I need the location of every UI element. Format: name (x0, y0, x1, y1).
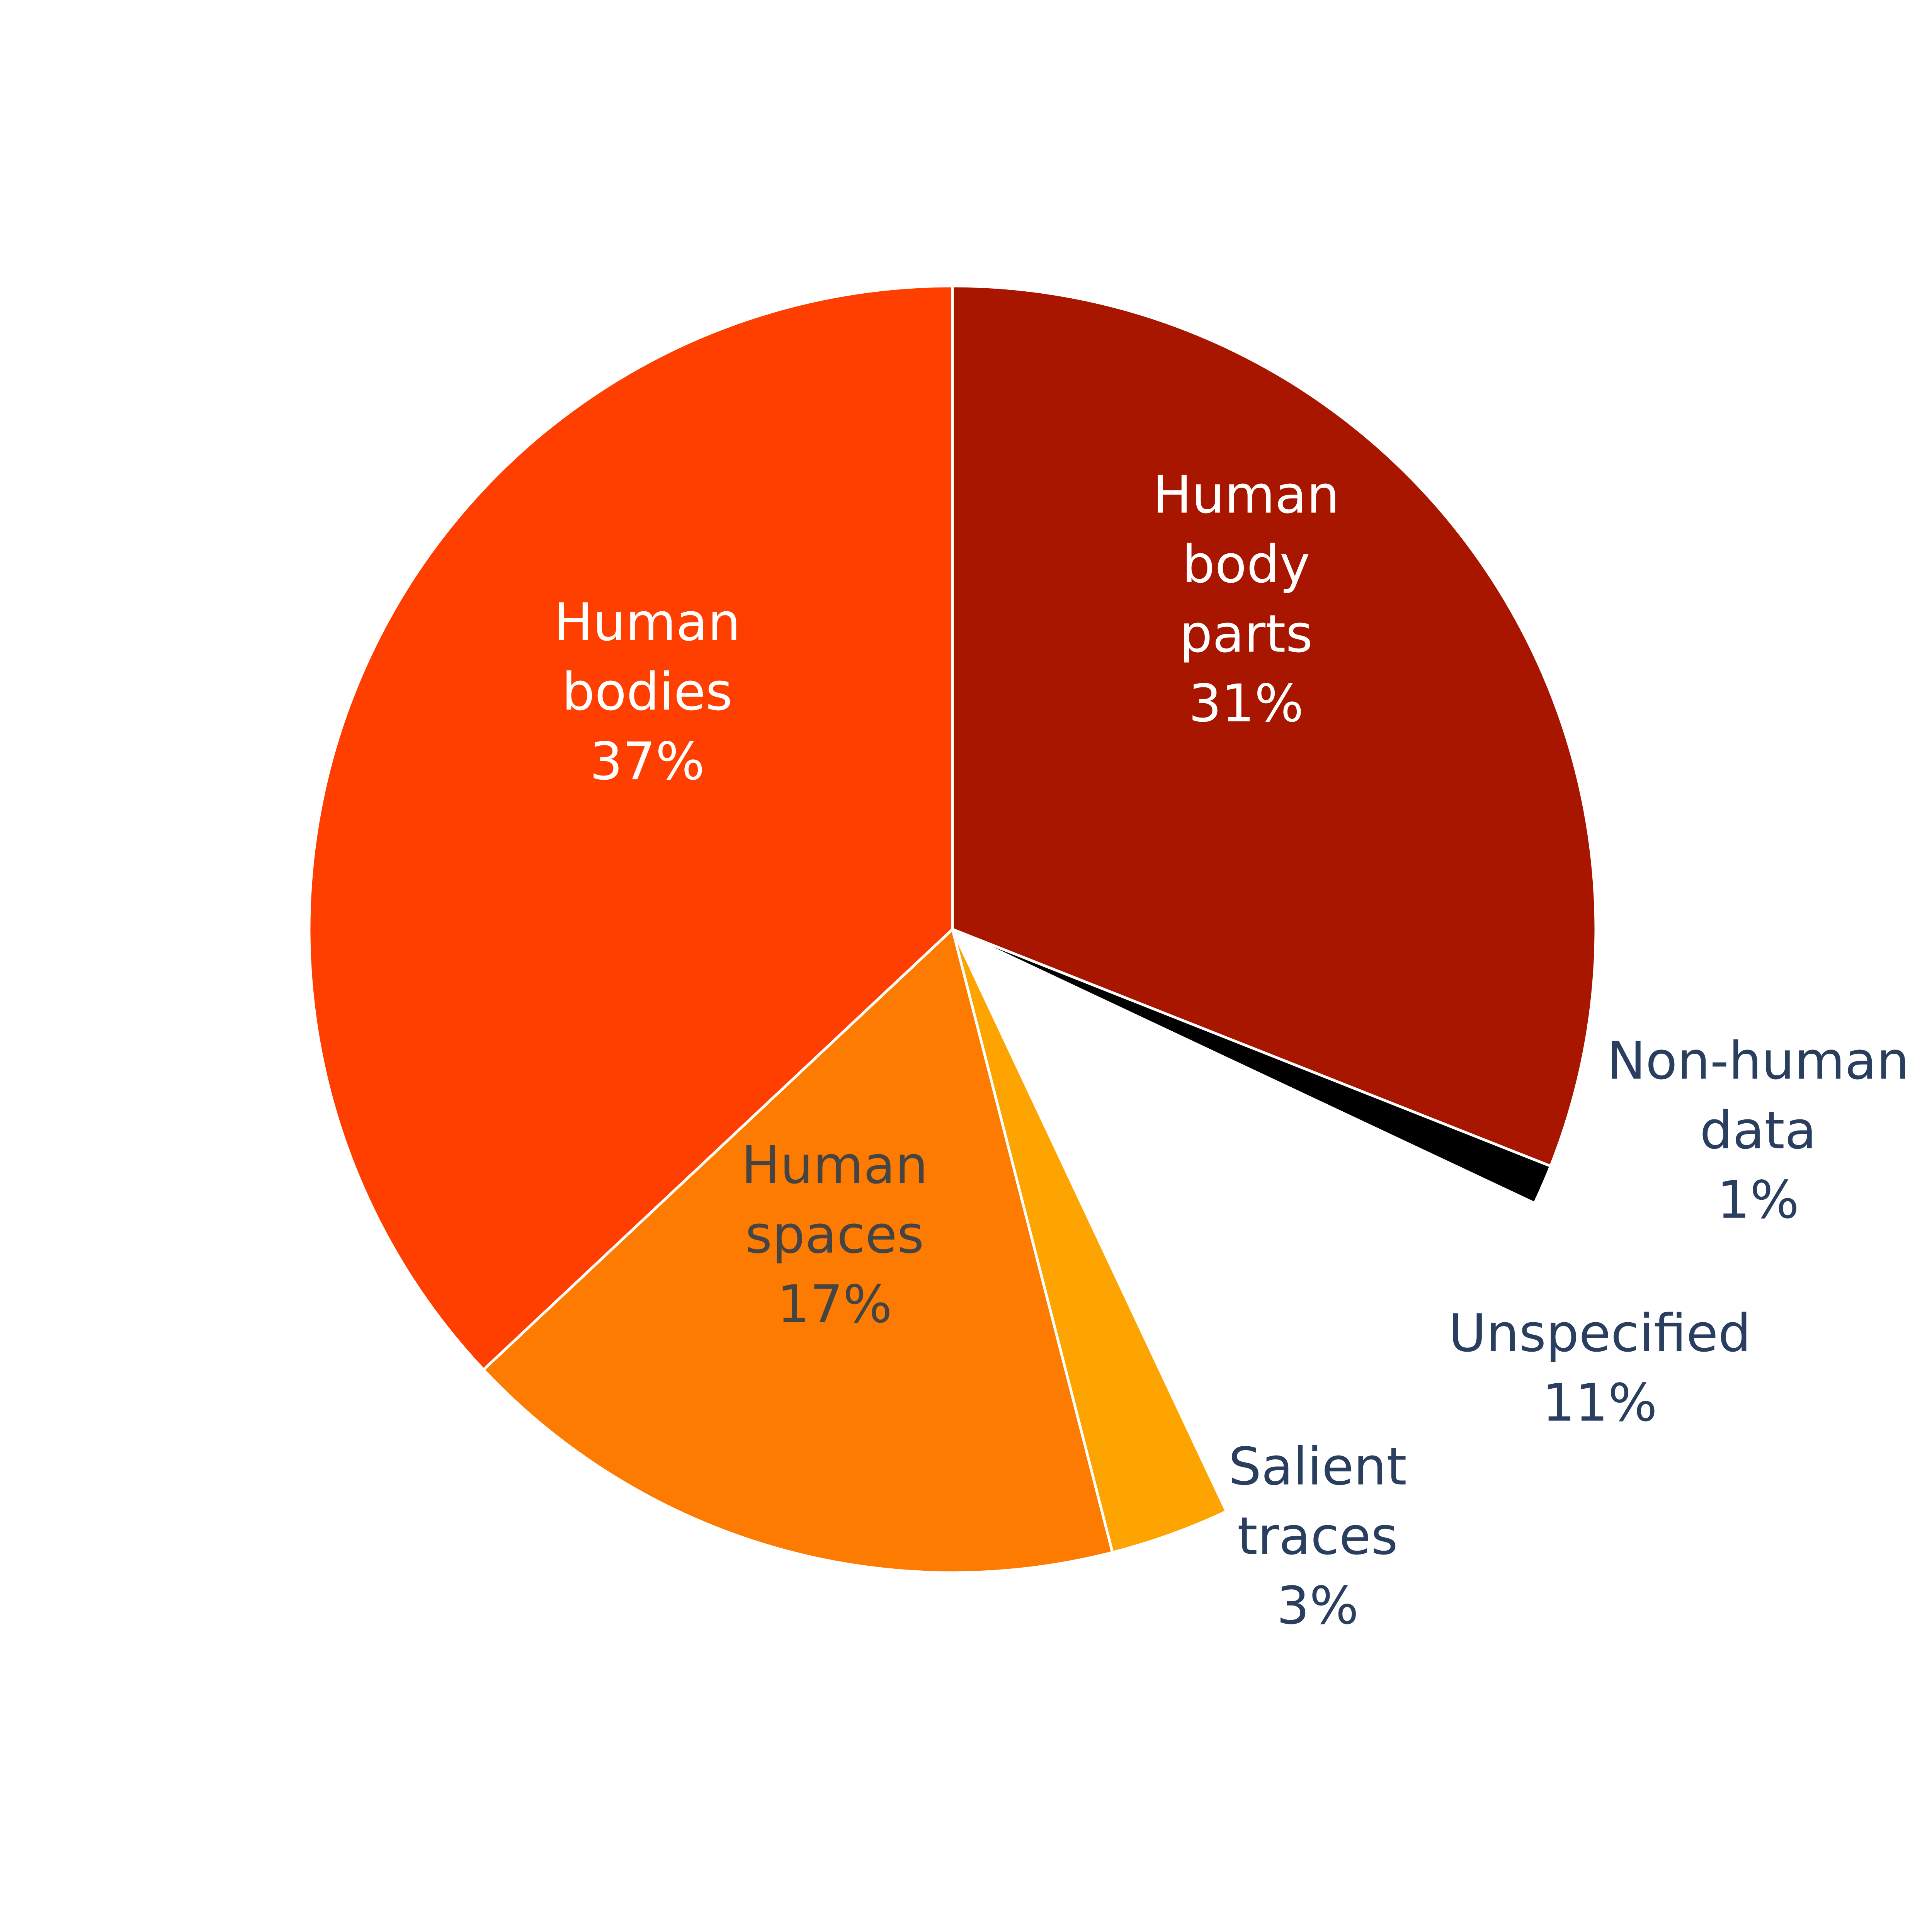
pie-slice-human-bodies[interactable] (308, 284, 954, 1371)
slice-percent: 31% (1189, 673, 1304, 734)
pie-slice-human-spaces[interactable] (482, 928, 1114, 1574)
slice-label-line: Human (554, 592, 740, 653)
pie-slice-unspecified[interactable] (951, 928, 1536, 1513)
slice-label-line: Human (741, 1135, 928, 1196)
slice-label-line: Human (1153, 465, 1339, 525)
slice-percent: 1% (1717, 1170, 1799, 1230)
slice-label-human-body-parts: Human body parts 31% (1153, 465, 1339, 734)
pie-slice-salient-traces[interactable] (951, 928, 1228, 1554)
slice-label-human-bodies: Human bodies 37% (554, 592, 740, 792)
slice-percent: 3% (1277, 1576, 1359, 1636)
slice-label-line: traces (1237, 1506, 1398, 1566)
pie-slice-human-body-parts[interactable] (951, 284, 1597, 1168)
labels-layer: Human body parts 31% Non-human data 1% Unspecif… (554, 465, 1909, 1636)
slice-percent: 17% (777, 1274, 892, 1335)
slice-label-line: bodies (562, 662, 733, 722)
slice-label-line: spaces (745, 1205, 924, 1265)
slice-label-line: data (1700, 1100, 1816, 1161)
slice-label-line: Unspecified (1448, 1303, 1751, 1364)
slice-label-unspecified: Unspecified 11% (1448, 1303, 1751, 1433)
slice-label-salient-traces: Salient traces 3% (1228, 1437, 1407, 1636)
slice-label-line: Salient (1228, 1437, 1407, 1497)
slice-percent: 37% (590, 731, 705, 792)
slice-label-line: body (1182, 534, 1310, 595)
slice-percent: 11% (1542, 1373, 1657, 1433)
slices-layer (308, 284, 1597, 1574)
slice-label-line: parts (1180, 604, 1313, 664)
slice-label-line: Non-human (1607, 1031, 1910, 1091)
slice-label-human-spaces: Human spaces 17% (741, 1135, 928, 1335)
slice-label-non-human-data: Non-human data 1% (1607, 1031, 1910, 1230)
